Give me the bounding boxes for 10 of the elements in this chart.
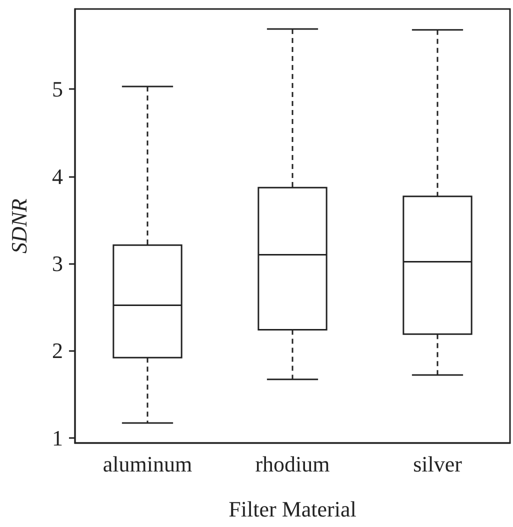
x-tick-label: aluminum bbox=[102, 452, 192, 476]
y-tick-label: 5 bbox=[52, 76, 63, 102]
x-tick-label: rhodium bbox=[255, 452, 330, 476]
y-tick-label: 3 bbox=[52, 250, 63, 276]
y-tick-label: 1 bbox=[52, 425, 63, 450]
y-tick-label: 4 bbox=[52, 164, 63, 189]
x-axis-title: Filter Material bbox=[228, 496, 356, 522]
y-tick-label: 2 bbox=[52, 338, 63, 364]
y-axis-title: SDNR bbox=[6, 198, 32, 254]
x-tick-label: silver bbox=[413, 452, 463, 476]
